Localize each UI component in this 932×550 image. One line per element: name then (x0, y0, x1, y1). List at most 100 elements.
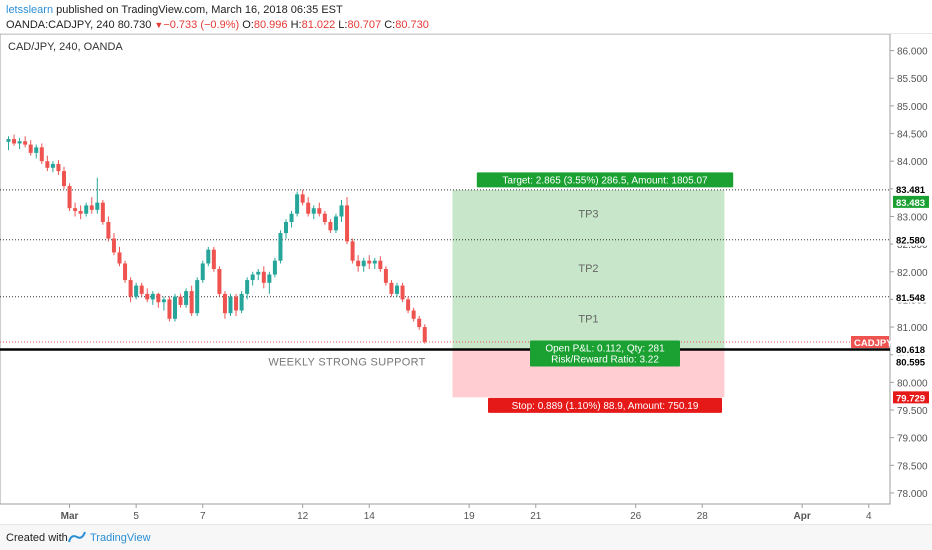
pnl-label-box (530, 340, 680, 367)
chart-area[interactable]: CAD/JPY, 240, OANDA 78.000 78.500 79.000 79… (0, 33, 932, 524)
candle-body (311, 208, 316, 214)
x-tick-label: Apr (794, 511, 811, 522)
x-tick-label: 19 (464, 511, 476, 522)
tag-cadjpy-box (851, 335, 889, 348)
publish-line: letsslearn published on TradingView.com,… (6, 4, 343, 16)
pnl-label-text: Risk/Reward Ratio: 3.22 (551, 354, 659, 365)
y-tick-label: 80.000 (897, 378, 928, 389)
candle-body (195, 280, 200, 314)
price-tags: 83.481 83.483 82.580 81.548 CADJPY80.61880.5… (851, 182, 929, 404)
close-label: C: (384, 19, 396, 31)
tag-80595-box (893, 355, 929, 368)
close-value: 80.730 (395, 19, 429, 31)
candle-body (106, 222, 111, 239)
y-tick-label: 79.000 (897, 434, 928, 445)
tag-80618-box (893, 343, 929, 356)
y-tick-label: 78.000 (897, 489, 928, 500)
candle-body (250, 274, 255, 281)
candle-body (417, 318, 422, 328)
horizontal-lines[interactable] (0, 189, 890, 351)
candle-body (422, 327, 427, 342)
low-label: L: (338, 19, 348, 31)
candle-body (322, 213, 327, 222)
tradingview-brand[interactable]: TradingView (90, 532, 151, 544)
x-tick-label: 12 (297, 511, 309, 522)
candle-body (400, 285, 405, 300)
candle-body (389, 282, 394, 294)
tag-82580-box (893, 233, 929, 246)
tp1-label: TP1 (578, 314, 598, 326)
x-axis[interactable]: Mar 5 7 12 14 19 21 26 28 Apr 4 (61, 504, 872, 522)
candle-body (289, 213, 294, 222)
target-label-box (476, 172, 734, 188)
candle-body (45, 161, 50, 168)
stop-label-box (488, 397, 722, 413)
candle-body (50, 163, 55, 168)
tag-83481-box (893, 182, 929, 195)
footer: Created with TradingView (0, 524, 932, 550)
candle-body (184, 291, 189, 305)
y-tick-label: 84.000 (897, 157, 928, 168)
candle-body (383, 269, 388, 283)
candle-body (395, 285, 399, 294)
tp2-label: TP2 (578, 263, 598, 275)
candle-body (17, 141, 22, 144)
y-tick-label: 84.500 (897, 130, 928, 141)
y-tick-label: 79.500 (897, 406, 928, 417)
candle-body (256, 271, 261, 275)
candle-body (356, 260, 361, 267)
x-tick-label: 26 (630, 511, 642, 522)
chart-title: CAD/JPY, 240, OANDA (8, 41, 123, 53)
target-zone[interactable] (452, 189, 725, 350)
candle-body (145, 293, 150, 300)
tag-cadjpy-text: CADJPY (854, 338, 893, 349)
candle-body (200, 263, 205, 281)
candle-body (211, 249, 216, 269)
candle-body (56, 163, 61, 172)
candle-body (67, 186, 72, 209)
candle-body (317, 208, 322, 214)
tag-80618-text: 80.618 (896, 345, 925, 356)
candle-body (217, 269, 222, 294)
candle-body (6, 139, 11, 142)
quote-line: OANDA:CADJPY, 240 80.730 ▼−0.733 (−0.9%)… (6, 19, 429, 31)
candle-body (339, 205, 344, 217)
author-link[interactable]: letsslearn (6, 4, 54, 16)
candle-body (228, 296, 233, 314)
candle-body (245, 280, 250, 294)
plot-border (0, 33, 891, 505)
candle-body (361, 260, 366, 267)
target-label: Target: 2.865 (3.55%) 286.5, Amount: 180… (476, 172, 734, 188)
y-tick-label: 86.000 (897, 47, 928, 58)
candle-body (100, 202, 105, 222)
open-label: O: (242, 19, 254, 31)
x-tick-label: 14 (364, 511, 376, 522)
last-price: 80.730 (117, 19, 152, 31)
candle-body (189, 291, 194, 314)
stop-label: Stop: 0.889 (1.10%) 88.9, Amount: 750.19 (488, 397, 722, 413)
publish-text: published on TradingView.com, March 16, … (53, 4, 343, 16)
tag-83483-box (893, 195, 929, 208)
candle-body (350, 241, 355, 261)
candle-body (28, 144, 33, 153)
price-change: −0.733 (−0.9%) (163, 19, 240, 31)
x-tick-label: 5 (133, 511, 139, 522)
open-value: 80.996 (253, 19, 288, 31)
candle-body (23, 141, 28, 145)
price-chart[interactable]: CAD/JPY, 240, OANDA 78.000 78.500 79.000 79… (0, 33, 932, 524)
candle-body (411, 310, 416, 319)
tag-79729-box (893, 391, 929, 404)
down-triangle-icon: ▼ (154, 20, 164, 30)
y-tick-label: 78.500 (897, 461, 928, 472)
candle-body (95, 202, 100, 210)
tag-81548-text: 81.548 (896, 293, 925, 304)
candle-body (378, 260, 383, 269)
tradingview-logo-icon (68, 531, 86, 543)
high-label: H: (290, 19, 302, 31)
high-value: 81.022 (301, 19, 336, 31)
candle-body (89, 205, 94, 210)
candle-body (284, 222, 288, 234)
candle-body (78, 210, 83, 214)
x-tick-label: 21 (530, 511, 542, 522)
